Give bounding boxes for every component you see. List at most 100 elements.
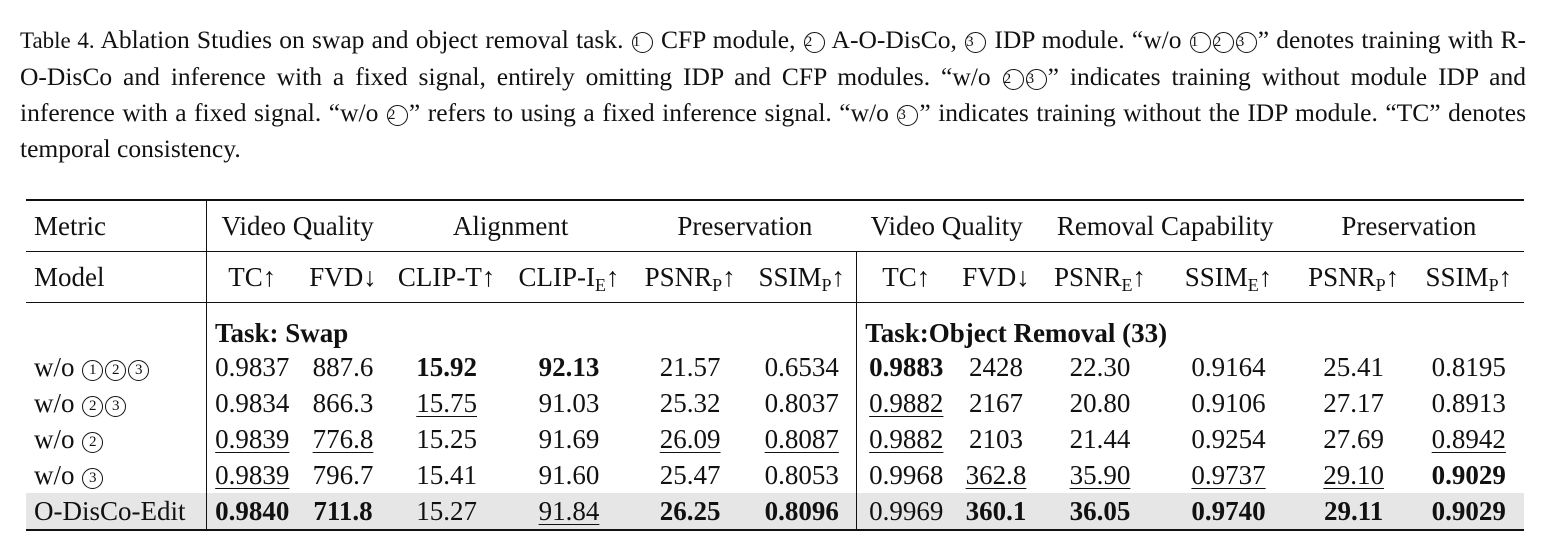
cell-value: 15.75 — [416, 387, 478, 418]
cell: 91.60 — [538, 459, 600, 490]
cell: 0.8053 — [764, 459, 839, 490]
cell: 20.80 — [1069, 387, 1131, 418]
cell: 26.09 — [633, 421, 747, 457]
header-arrow: ↑ — [1132, 261, 1147, 292]
header-subscript: E — [1247, 274, 1259, 295]
caption-text: CFP module, — [653, 25, 803, 54]
cell: 15.25 — [416, 423, 478, 454]
cell: 0.9840 — [205, 493, 298, 531]
task-removal-label: Task:Object Removal (33) — [856, 311, 1524, 349]
cell: 15.92 — [416, 351, 478, 382]
cell: 0.9882 — [856, 385, 956, 421]
circled-number: 3 — [897, 105, 919, 126]
cell: 0.9254 — [1191, 423, 1266, 454]
cell: 91.03 — [538, 387, 600, 418]
cell-value: 26.09 — [659, 423, 721, 454]
cell-value: 0.9882 — [869, 387, 944, 418]
caption-text: ” indicates training without module IDP … — [20, 62, 1526, 127]
cell: 0.8913 — [1431, 387, 1506, 418]
cell: 26.25 — [633, 493, 748, 531]
cell: 21.44 — [1069, 423, 1131, 454]
column-header: PSNRE↑ — [1036, 251, 1164, 303]
table-caption: Table 4. Ablation Studies on swap and ob… — [20, 22, 1526, 167]
caption-text: ” indicates training without the IDP mod… — [20, 98, 1526, 163]
cell: 0.9029 — [1413, 493, 1524, 531]
caption-text: ” refers to using a fixed inference sign… — [408, 98, 897, 127]
header-base: PSNR — [1308, 261, 1376, 292]
model-name: w/o 2 — [26, 421, 207, 457]
cell: 2167 — [969, 387, 1024, 418]
cell: 91.69 — [538, 423, 600, 454]
cell: 92.13 — [538, 351, 600, 382]
header-subscript: P — [712, 274, 723, 295]
circled-number: 2 — [105, 359, 127, 381]
cell: 0.8195 — [1431, 351, 1506, 382]
cell: 2103 — [969, 423, 1024, 454]
cell: 0.9834 — [205, 385, 298, 421]
task-swap-label: Task: Swap — [205, 311, 857, 349]
cell: 0.8096 — [747, 493, 857, 531]
cell: 22.30 — [1069, 351, 1131, 382]
cell-value: 0.8942 — [1431, 423, 1506, 454]
cell: 0.9968 — [856, 457, 956, 493]
caption-label: Table 4. — [20, 28, 95, 53]
header-base: CLIP-I — [518, 261, 595, 292]
cell: 0.9164 — [1191, 351, 1266, 382]
circled-number: 2 — [386, 105, 408, 126]
metric-label: Metric — [26, 199, 207, 252]
cell: 0.6534 — [764, 351, 839, 382]
cell: 0.9737 — [1163, 457, 1293, 493]
task-row: Task: Swap Task:Object Removal (33) — [26, 311, 1524, 349]
header-arrow: ↑ — [605, 261, 620, 292]
header-base: SSIM — [1425, 261, 1489, 292]
column-header: PSNRP↑ — [1293, 251, 1414, 303]
header-subscript: P — [1488, 274, 1499, 295]
column-header: PSNRP↑ — [633, 251, 748, 303]
cell-value: 0.9737 — [1191, 459, 1266, 490]
cell: 29.11 — [1293, 493, 1414, 531]
circled-number: 3 — [965, 32, 987, 53]
header-base: SSIM — [1184, 261, 1248, 292]
cell: 15.27 — [388, 493, 505, 531]
header-base: PSNR — [644, 261, 713, 292]
caption-text: IDP module. “w/o — [987, 25, 1189, 54]
cell: 0.9839 — [205, 421, 298, 457]
column-header: FVD↓ — [297, 251, 389, 303]
cell: 866.3 — [312, 387, 374, 418]
cell: 362.8 — [955, 457, 1036, 493]
model-prefix: w/o — [34, 423, 82, 454]
cell: 25.41 — [1323, 351, 1385, 382]
header-arrow: ↑ — [1498, 261, 1513, 292]
group-header: Preservation — [633, 199, 857, 252]
cell: 0.9969 — [856, 493, 956, 531]
caption-text: ” denotes training with R-O-DisCo and in… — [20, 25, 1526, 91]
cell: 27.17 — [1323, 387, 1385, 418]
cell: 35.90 — [1037, 457, 1164, 493]
cell: 27.69 — [1323, 423, 1385, 454]
model-prefix: w/o — [34, 387, 82, 418]
table-row: w/o 2 0.9839 776.8 15.25 91.69 26.09 0.8… — [26, 421, 1524, 457]
cell: 796.7 — [312, 459, 374, 490]
circled-number: 2 — [803, 32, 825, 53]
cell-value: 35.90 — [1069, 459, 1131, 490]
circled-number: 1 — [631, 32, 653, 53]
group-header: Alignment — [388, 199, 633, 252]
header-arrow: ↑ — [1385, 261, 1400, 292]
cell-value: 362.8 — [965, 459, 1027, 490]
group-header: Preservation — [1293, 199, 1524, 252]
cell: 15.75 — [388, 385, 505, 421]
column-header: TC↑ — [205, 251, 298, 303]
cell: 0.9029 — [1431, 459, 1506, 490]
model-label: Model — [26, 251, 207, 303]
circled-number: 3 — [105, 395, 127, 417]
header-subscript: E — [594, 274, 606, 295]
cell: 0.8037 — [764, 387, 839, 418]
cell: 91.84 — [504, 493, 633, 531]
cell: 0.9839 — [205, 457, 298, 493]
cell: 360.1 — [955, 493, 1037, 531]
cell-value: 0.9882 — [869, 423, 944, 454]
cell: 776.8 — [298, 421, 389, 457]
cell: 0.9883 — [856, 349, 956, 385]
